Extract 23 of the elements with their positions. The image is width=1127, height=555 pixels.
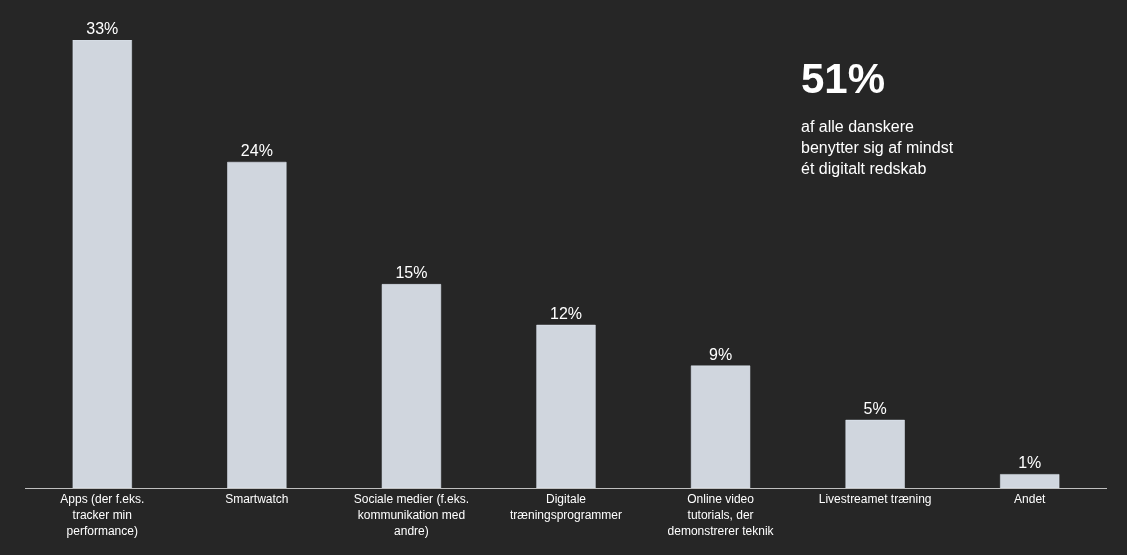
x-tick-label: Smartwatch [225, 492, 289, 507]
data-label: 24% [240, 142, 273, 160]
bar [845, 419, 905, 488]
bar [227, 161, 287, 488]
x-tick-label: Digitale træningsprogrammer [509, 492, 623, 522]
bar [1000, 474, 1060, 488]
data-label: 15% [395, 264, 428, 282]
data-label: 9% [709, 345, 733, 363]
x-tick-label: Sociale medier (f.eks. kommunikation med andre) [353, 492, 470, 538]
bar [536, 324, 596, 488]
x-tick-label: Livestreamet træning [818, 492, 932, 507]
data-label: 5% [863, 400, 887, 418]
annotation: af alle danskere benytter sig af mindst ét digitalt redskab [801, 118, 954, 177]
data-label: 12% [549, 305, 583, 323]
bar [690, 365, 751, 488]
bar [381, 284, 442, 488]
annotation: 51% [801, 55, 886, 102]
data-label: 1% [1018, 454, 1042, 472]
x-tick-label: Apps (der f.eks. tracker min performance) [60, 492, 145, 538]
bar [72, 40, 132, 488]
data-label: 33% [86, 20, 119, 37]
x-tick-label: Andet [1014, 492, 1047, 507]
x-tick-label: Online video tutorials, der demonstrerer teknik [667, 492, 775, 538]
